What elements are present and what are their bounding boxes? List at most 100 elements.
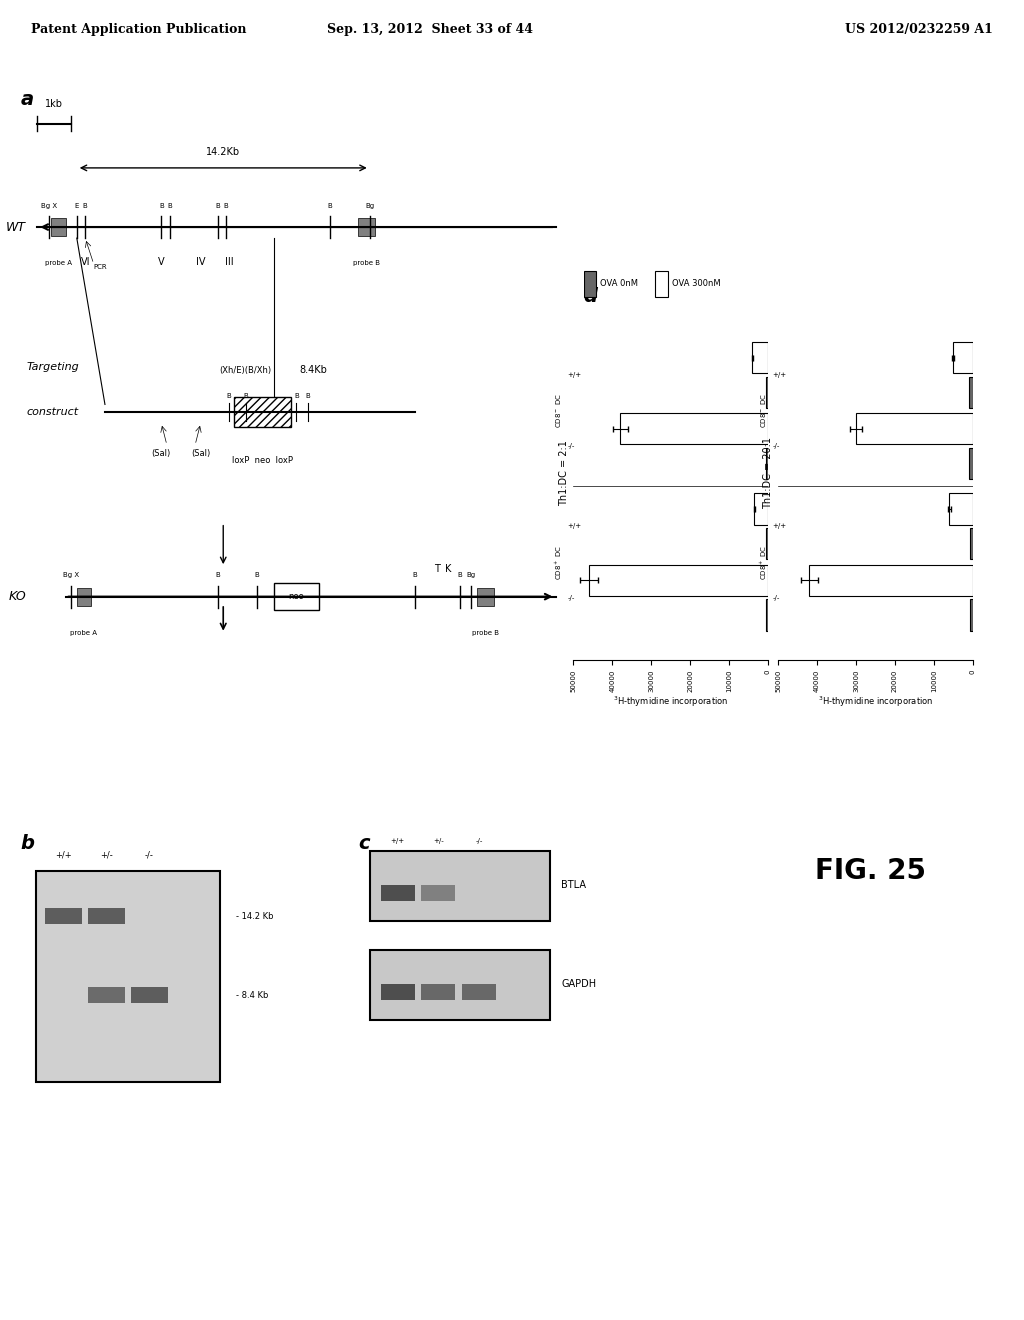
- Text: FIG. 25: FIG. 25: [815, 857, 926, 886]
- Bar: [77, 587, 91, 606]
- Bar: [766, 528, 768, 560]
- Bar: [969, 376, 973, 408]
- Bar: [753, 342, 768, 374]
- Text: probe B: probe B: [353, 260, 380, 267]
- Bar: [970, 599, 973, 631]
- Text: OVA 0nM: OVA 0nM: [600, 280, 638, 288]
- Text: 8.4Kb: 8.4Kb: [299, 364, 328, 375]
- Text: B: B: [215, 202, 220, 209]
- Bar: [36, 871, 220, 1082]
- Text: GAPDH: GAPDH: [561, 979, 596, 989]
- Text: IV: IV: [196, 256, 206, 267]
- Bar: [477, 587, 494, 606]
- Bar: [766, 599, 768, 631]
- Bar: [621, 413, 768, 445]
- Text: Bg X: Bg X: [41, 202, 56, 209]
- Text: -/-: -/-: [475, 838, 482, 843]
- Bar: [584, 271, 596, 297]
- Text: Bg: Bg: [467, 572, 475, 578]
- Text: d: d: [584, 288, 598, 306]
- X-axis label: $^3$H-thymidine incorporation: $^3$H-thymidine incorporation: [613, 696, 728, 709]
- Text: B: B: [458, 572, 462, 578]
- Text: B: B: [413, 572, 417, 578]
- Text: CD8$^+$ DC: CD8$^+$ DC: [759, 544, 769, 579]
- Text: Bg X: Bg X: [63, 572, 79, 578]
- Text: V: V: [158, 256, 165, 267]
- Text: c: c: [358, 834, 370, 853]
- Text: a: a: [20, 90, 34, 110]
- Bar: [422, 884, 456, 900]
- Text: B: B: [83, 202, 88, 209]
- Bar: [953, 342, 973, 374]
- Text: CD8$^-$ DC: CD8$^-$ DC: [759, 393, 768, 428]
- Text: B: B: [255, 572, 259, 578]
- Bar: [88, 908, 125, 924]
- Text: (Sal): (Sal): [191, 449, 210, 458]
- Bar: [809, 565, 973, 595]
- Text: K: K: [445, 565, 452, 574]
- Text: BTLA: BTLA: [561, 880, 586, 890]
- Text: B: B: [159, 202, 164, 209]
- Bar: [370, 950, 550, 1020]
- Text: probe A: probe A: [45, 260, 72, 267]
- Text: OVA 300nM: OVA 300nM: [672, 280, 720, 288]
- Bar: [856, 413, 973, 445]
- Text: Bg: Bg: [366, 202, 374, 209]
- Text: loxP  neo  loxP: loxP neo loxP: [232, 457, 293, 465]
- Text: VI: VI: [81, 256, 90, 267]
- Text: Targeting: Targeting: [27, 363, 79, 372]
- Text: III: III: [224, 256, 233, 267]
- Bar: [88, 987, 125, 1003]
- Text: -/-: -/-: [772, 594, 780, 601]
- Text: -/-: -/-: [567, 594, 575, 601]
- Text: b: b: [20, 834, 35, 853]
- Text: -/-: -/-: [772, 444, 780, 449]
- Bar: [970, 528, 973, 560]
- Bar: [970, 447, 973, 479]
- Title: Th1:DC = 2:1: Th1:DC = 2:1: [559, 441, 568, 507]
- Text: B: B: [215, 572, 220, 578]
- Text: B: B: [223, 202, 228, 209]
- Text: probe A: probe A: [70, 630, 97, 636]
- Bar: [45, 908, 82, 924]
- Text: Patent Application Publication: Patent Application Publication: [31, 24, 246, 36]
- Text: B: B: [294, 392, 299, 399]
- Bar: [766, 376, 768, 408]
- Text: +/+: +/+: [55, 850, 72, 859]
- Text: +/+: +/+: [391, 838, 404, 843]
- Bar: [422, 985, 456, 1001]
- Text: E: E: [75, 202, 79, 209]
- Text: B: B: [305, 392, 310, 399]
- Text: B: B: [328, 202, 333, 209]
- Text: (Xh/E)(B/Xh): (Xh/E)(B/Xh): [220, 366, 271, 375]
- Text: +/+: +/+: [567, 372, 582, 378]
- Text: - 14.2 Kb: - 14.2 Kb: [236, 912, 273, 920]
- Text: T: T: [434, 565, 440, 574]
- Text: +/+: +/+: [772, 523, 786, 529]
- Text: -/-: -/-: [145, 850, 154, 859]
- Bar: [358, 218, 376, 236]
- Text: B: B: [167, 202, 172, 209]
- Text: -/-: -/-: [567, 444, 575, 449]
- Bar: [381, 884, 415, 900]
- Text: +/+: +/+: [567, 523, 582, 529]
- Text: (Sal): (Sal): [152, 449, 171, 458]
- Bar: [949, 494, 973, 524]
- Bar: [755, 494, 768, 524]
- Text: probe B: probe B: [472, 630, 499, 636]
- Text: B: B: [226, 392, 231, 399]
- Bar: [370, 851, 550, 921]
- Bar: [766, 447, 768, 479]
- Bar: [234, 397, 291, 426]
- Text: KO: KO: [8, 590, 27, 603]
- Bar: [655, 271, 668, 297]
- Text: +/-: +/-: [100, 850, 113, 859]
- Text: PCR: PCR: [94, 264, 108, 271]
- Text: WT: WT: [6, 220, 27, 234]
- Text: 14.2Kb: 14.2Kb: [206, 147, 241, 157]
- Text: B: B: [244, 392, 248, 399]
- Bar: [462, 985, 496, 1001]
- Bar: [589, 565, 768, 595]
- Text: construct: construct: [27, 407, 78, 417]
- Text: - 8.4 Kb: - 8.4 Kb: [236, 991, 268, 999]
